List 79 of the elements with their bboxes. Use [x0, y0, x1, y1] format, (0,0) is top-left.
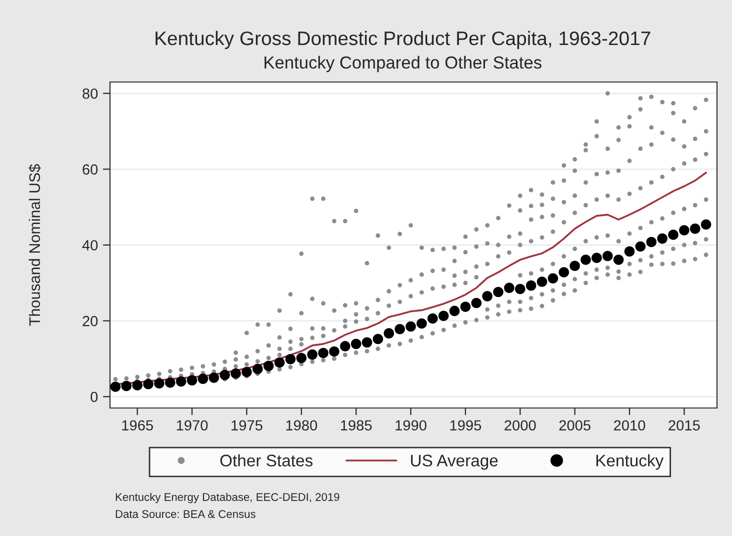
point [668, 230, 678, 240]
point [580, 254, 591, 265]
legend-label: US Average [411, 454, 498, 470]
point [657, 233, 668, 244]
x-tick-label: 1965 [122, 420, 153, 431]
point [110, 382, 121, 392]
point [329, 346, 340, 357]
point [165, 377, 176, 388]
point [438, 310, 449, 322]
point [296, 352, 307, 364]
point [208, 372, 220, 383]
point [340, 341, 350, 352]
point [504, 282, 514, 293]
y-tick-label: 0 [90, 392, 98, 402]
x-tick-label: 1970 [176, 420, 208, 431]
point [449, 306, 460, 316]
point [646, 236, 657, 248]
point [372, 334, 384, 344]
source-note: Data Source: BEA & Census [116, 510, 256, 518]
point [536, 276, 548, 287]
point [154, 378, 164, 389]
y-tick-label: 80 [82, 88, 98, 99]
chart-title: Kentucky Gross Domestic Product Per Capita, 1963-2017 [156, 30, 650, 50]
point [602, 250, 613, 262]
point [198, 374, 208, 384]
chart-subtitle: Kentucky Compared to Other States [264, 56, 542, 72]
point [350, 338, 362, 350]
x-tick-label: 2015 [668, 420, 700, 431]
point [252, 364, 263, 374]
point [624, 246, 635, 257]
point [230, 368, 241, 379]
point [558, 267, 570, 278]
point [132, 380, 142, 390]
point [176, 376, 186, 387]
point [307, 349, 318, 360]
point [362, 337, 372, 348]
point [679, 225, 690, 236]
point [274, 357, 285, 368]
point [406, 321, 416, 332]
point [570, 260, 580, 271]
point [471, 298, 482, 308]
x-tick-label: 2000 [504, 420, 536, 431]
point [526, 280, 536, 291]
x-tick-label: 1975 [232, 420, 262, 431]
point [394, 324, 405, 334]
point [613, 254, 624, 265]
point [635, 241, 646, 252]
point [690, 224, 700, 234]
point [242, 366, 252, 378]
point [460, 302, 471, 312]
point [143, 378, 154, 390]
x-tick-label: 1990 [396, 420, 426, 431]
point [482, 291, 492, 302]
point [186, 375, 198, 386]
x-tick-label: 1980 [286, 420, 318, 431]
point [514, 284, 526, 294]
point [285, 354, 296, 364]
point [263, 360, 274, 372]
y-tick-label: 40 [82, 240, 98, 250]
point [592, 252, 602, 264]
point [493, 286, 504, 298]
y-axis-title: Thousand Nominal US$ [28, 164, 41, 326]
point [416, 318, 427, 329]
point [700, 219, 712, 230]
point [384, 328, 394, 338]
point [548, 273, 558, 284]
x-tick-label: 1985 [340, 420, 372, 431]
point [220, 370, 230, 380]
point [121, 380, 132, 392]
x-tick-label: 2005 [559, 420, 590, 431]
legend-label: Other States [220, 454, 312, 466]
legend-label: Kentucky [596, 454, 664, 470]
y-tick-label: 60 [82, 164, 98, 175]
x-tick-label: 2010 [614, 420, 646, 431]
y-tick-label: 20 [82, 316, 98, 326]
x-tick-label: 1995 [450, 420, 482, 431]
point [318, 348, 328, 358]
point [427, 313, 438, 324]
text: Kentucky Energy Database, EEC-DEDI, 2019 [116, 492, 340, 504]
